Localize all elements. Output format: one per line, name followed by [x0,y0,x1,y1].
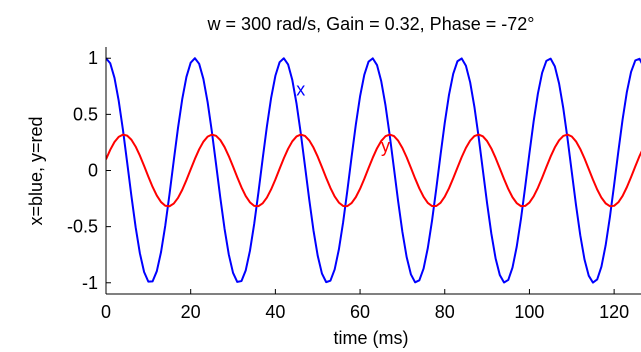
x-ticks: 0 20 40 60 80 100 120 [101,289,629,322]
y-tick-label: 1 [88,48,98,68]
series-annotation-y: y [381,136,390,156]
y-axis-label: x=blue, y=red [26,116,46,225]
series-annotation-x: x [296,80,305,100]
y-tick-label: 0.5 [73,104,98,124]
y-tick-label: -0.5 [67,217,98,237]
x-tick-label: 100 [514,302,544,322]
chart-title: w = 300 rad/s, Gain = 0.32, Phase = -72° [207,14,535,34]
x-tick-label: 80 [435,302,455,322]
x-tick-label: 60 [350,302,370,322]
x-tick-label: 0 [101,302,111,322]
x-tick-label: 20 [181,302,201,322]
x-tick-label: 40 [265,302,285,322]
y-ticks: -1 -0.5 0 0.5 1 [67,48,111,293]
x-tick-label: 120 [599,302,629,322]
series-line-x [106,57,641,284]
plot-area [106,57,641,284]
x-axis-label: time (ms) [334,328,409,348]
series-line-y [106,133,641,208]
y-tick-label: -1 [82,273,98,293]
annotations: xy [296,80,390,156]
y-tick-label: 0 [88,161,98,181]
